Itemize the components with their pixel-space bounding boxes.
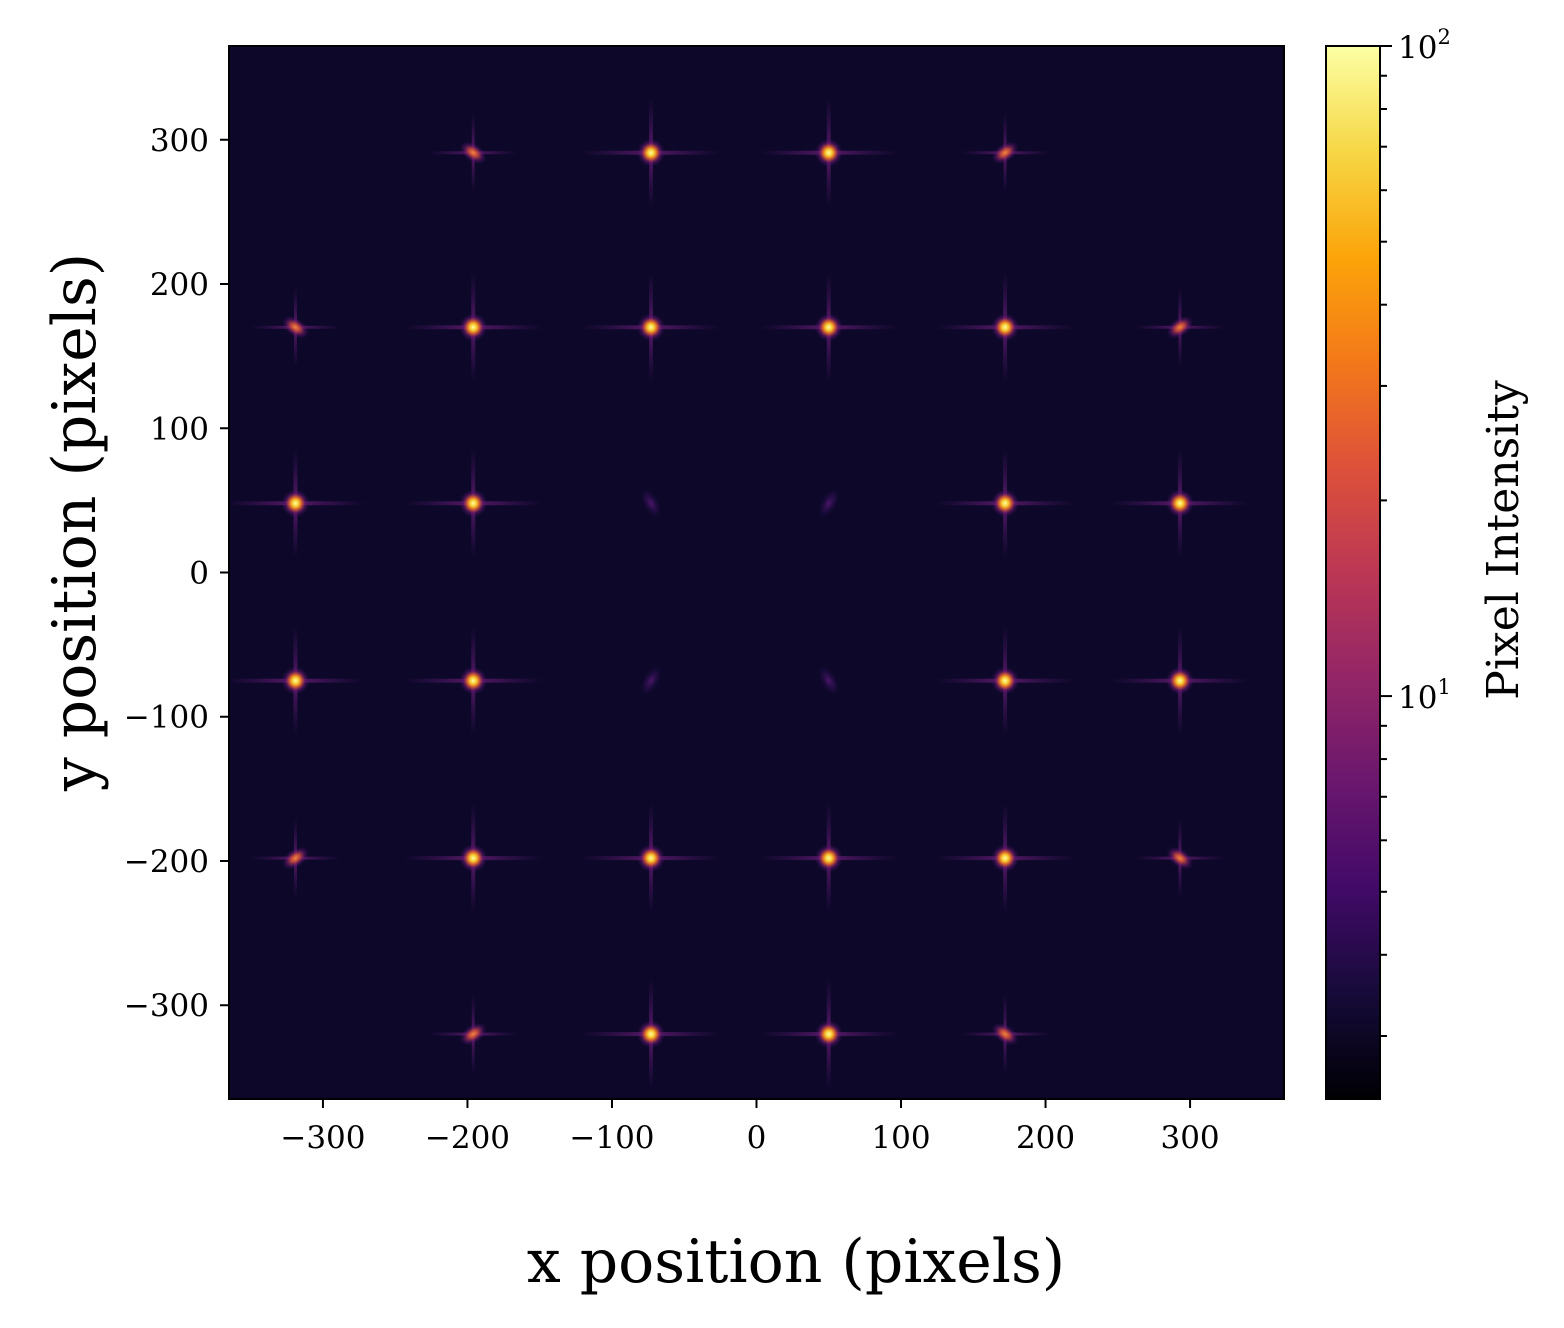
spot-core [459, 844, 488, 873]
colorbar-tick-label: 102 [1398, 25, 1451, 66]
spot [403, 803, 544, 914]
plot-background [229, 46, 1284, 1099]
y-tick-label: 100 [150, 411, 209, 447]
spot-core [281, 489, 310, 518]
y-axis: −300 −200 −100 0 100 200 300 [124, 123, 229, 1024]
x-tick-label: −300 [280, 1120, 365, 1156]
spot [935, 272, 1076, 383]
y-tick-label: 200 [150, 267, 209, 303]
spot [935, 803, 1076, 914]
spot [229, 448, 366, 559]
colorbar-tick-exponent: 2 [1437, 25, 1450, 49]
spot-core [1166, 315, 1194, 339]
spot [960, 994, 1051, 1075]
spot [640, 488, 662, 518]
spot [1134, 818, 1225, 899]
spot [640, 666, 662, 696]
spot-core [637, 138, 665, 167]
spot-core [637, 1020, 665, 1049]
spot-core [640, 488, 662, 518]
spot-core [282, 315, 309, 339]
y-tick-label: −300 [124, 988, 209, 1024]
x-tick-label: 300 [1160, 1120, 1219, 1156]
spot [581, 272, 721, 383]
spot-core [818, 666, 840, 696]
spot-core [459, 1022, 487, 1046]
spot-core [1165, 666, 1194, 695]
spot [403, 625, 544, 736]
spot [758, 979, 899, 1090]
spot-core [459, 141, 487, 165]
spot-core [991, 141, 1019, 165]
spot-core [814, 138, 843, 167]
spot [403, 272, 544, 383]
spot-core [814, 1020, 843, 1049]
spot [403, 448, 544, 559]
spot-core [640, 666, 662, 696]
spot [758, 272, 899, 383]
colorbar-tick-exponent: 1 [1437, 675, 1450, 699]
spot [1109, 448, 1250, 559]
spot [428, 112, 519, 193]
spot [428, 994, 519, 1075]
spot-core [459, 666, 488, 695]
y-axis-title: y position (pixels) [40, 253, 110, 792]
spot-core [281, 666, 310, 695]
spot-core [991, 313, 1020, 342]
y-tick-label: 0 [189, 556, 209, 592]
spot [229, 625, 366, 736]
x-axis-title: x position (pixels) [527, 1227, 1065, 1297]
colorbar [1325, 45, 1381, 1100]
spot [960, 112, 1051, 193]
spot [935, 448, 1076, 559]
spots-layer [229, 97, 1250, 1090]
spot-core [459, 313, 488, 342]
spot [250, 818, 341, 899]
spot [818, 666, 840, 696]
colorbar-axis: 101 102 [1380, 25, 1451, 1038]
spot-core [991, 666, 1020, 695]
spot [818, 488, 840, 518]
spot [250, 287, 341, 368]
spot [758, 97, 899, 208]
x-tick-label: 0 [747, 1120, 767, 1156]
spot-core [818, 488, 840, 518]
spot [1134, 287, 1225, 368]
x-tick-label: −100 [569, 1120, 654, 1156]
y-tick-label: −200 [124, 844, 209, 880]
spot-core [991, 1022, 1019, 1046]
spot-core [814, 844, 843, 873]
spot [1109, 625, 1250, 736]
spot [581, 979, 721, 1090]
x-axis: −300 −200 −100 0 100 200 300 [280, 1099, 1220, 1156]
spot-core [637, 844, 665, 873]
colorbar-title: Pixel Intensity [1478, 380, 1529, 700]
spot-core [282, 846, 309, 870]
y-tick-label: 300 [150, 123, 209, 159]
spot-core [991, 489, 1020, 518]
x-tick-label: 100 [871, 1120, 930, 1156]
spot-core [1165, 489, 1194, 518]
spot-core [991, 844, 1020, 873]
spot [581, 803, 721, 914]
x-tick-label: 200 [1016, 1120, 1075, 1156]
spot [581, 97, 721, 208]
spot-core [814, 313, 843, 342]
spot-core [459, 489, 488, 518]
colorbar-tick-label: 101 [1398, 675, 1451, 716]
y-tick-label: −100 [124, 700, 209, 736]
spot [758, 803, 899, 914]
spot-core [1166, 846, 1194, 870]
spot [935, 625, 1076, 736]
x-tick-label: −200 [425, 1120, 510, 1156]
spot-core [637, 313, 665, 342]
